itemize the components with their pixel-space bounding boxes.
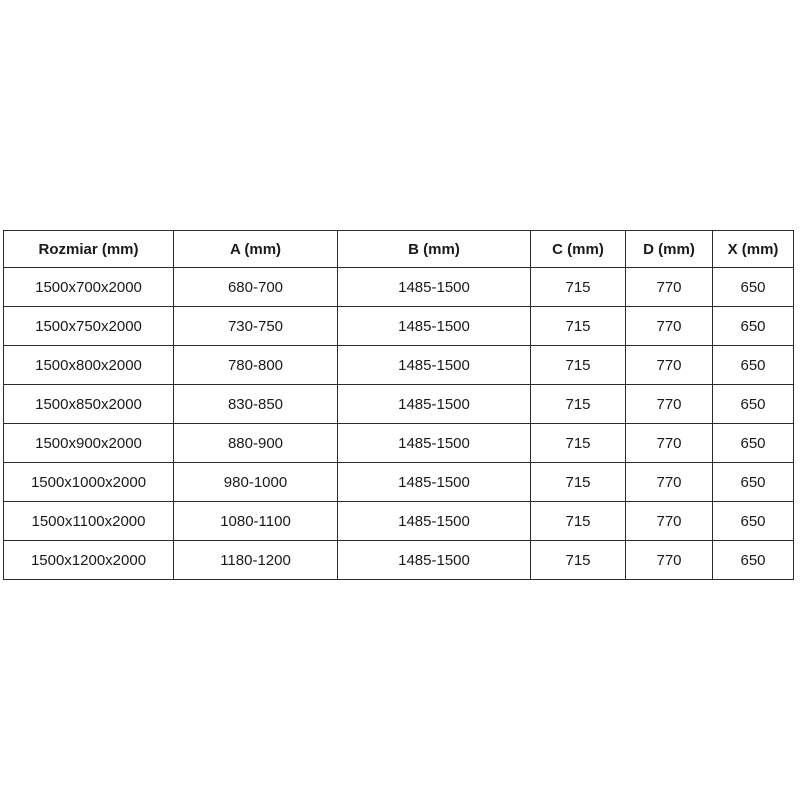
table-header: Rozmiar (mm) A (mm) B (mm) C (mm) D (mm) X (m… <box>3 230 794 268</box>
table-cell: 1500x700x2000 <box>3 267 174 307</box>
table-cell: 1500x850x2000 <box>3 384 174 424</box>
table-row: 1500x1100x2000 1080-1100 1485-1500 715 770 65… <box>3 501 794 541</box>
table-row: 1500x800x2000 780-800 1485-1500 715 770 650 <box>3 345 794 385</box>
table-cell: 715 <box>530 345 626 385</box>
table-cell: 1485-1500 <box>337 267 531 307</box>
table-cell: 1485-1500 <box>337 540 531 580</box>
table-cell: 715 <box>530 267 626 307</box>
column-header: D (mm) <box>625 230 713 268</box>
table-cell: 1180-1200 <box>173 540 338 580</box>
table-cell: 730-750 <box>173 306 338 346</box>
table-cell: 770 <box>625 423 713 463</box>
table-cell: 1500x1000x2000 <box>3 462 174 502</box>
table-cell: 780-800 <box>173 345 338 385</box>
table-cell: 650 <box>712 345 794 385</box>
table-cell: 1485-1500 <box>337 462 531 502</box>
table-row: 1500x1000x2000 980-1000 1485-1500 715 770 650 <box>3 462 794 502</box>
table-cell: 715 <box>530 540 626 580</box>
table-row: 1500x700x2000 680-700 1485-1500 715 770 650 <box>3 267 794 307</box>
table-cell: 1500x750x2000 <box>3 306 174 346</box>
table-cell: 770 <box>625 306 713 346</box>
table-cell: 715 <box>530 462 626 502</box>
table-cell: 650 <box>712 501 794 541</box>
column-header: A (mm) <box>173 230 338 268</box>
table-cell: 715 <box>530 423 626 463</box>
column-header: X (mm) <box>712 230 794 268</box>
table-cell: 1485-1500 <box>337 306 531 346</box>
table-cell: 1485-1500 <box>337 345 531 385</box>
table-cell: 1485-1500 <box>337 384 531 424</box>
header-row: Rozmiar (mm) A (mm) B (mm) C (mm) D (mm) X (m… <box>3 230 794 268</box>
table-cell: 1500x1100x2000 <box>3 501 174 541</box>
table-cell: 770 <box>625 384 713 424</box>
table-cell: 770 <box>625 501 713 541</box>
table-cell: 1500x800x2000 <box>3 345 174 385</box>
table-cell: 770 <box>625 540 713 580</box>
table-cell: 770 <box>625 462 713 502</box>
table-row: 1500x900x2000 880-900 1485-1500 715 770 650 <box>3 423 794 463</box>
table-cell: 650 <box>712 384 794 424</box>
table-cell: 1485-1500 <box>337 423 531 463</box>
table-body: 1500x700x2000 680-700 1485-1500 715 770 650 15… <box>3 267 794 580</box>
table-cell: 650 <box>712 540 794 580</box>
table-cell: 650 <box>712 462 794 502</box>
table-cell: 980-1000 <box>173 462 338 502</box>
column-header: B (mm) <box>337 230 531 268</box>
table-cell: 1500x900x2000 <box>3 423 174 463</box>
table-cell: 715 <box>530 501 626 541</box>
table-cell: 650 <box>712 267 794 307</box>
table-row: 1500x850x2000 830-850 1485-1500 715 770 650 <box>3 384 794 424</box>
table-cell: 1485-1500 <box>337 501 531 541</box>
column-header: C (mm) <box>530 230 626 268</box>
table-cell: 880-900 <box>173 423 338 463</box>
table-cell: 715 <box>530 384 626 424</box>
table-cell: 680-700 <box>173 267 338 307</box>
table-cell: 715 <box>530 306 626 346</box>
table-row: 1500x1200x2000 1180-1200 1485-1500 715 770 65… <box>3 540 794 580</box>
table-cell: 650 <box>712 306 794 346</box>
table-cell: 1080-1100 <box>173 501 338 541</box>
table-cell: 830-850 <box>173 384 338 424</box>
table-row: 1500x750x2000 730-750 1485-1500 715 770 650 <box>3 306 794 346</box>
column-header: Rozmiar (mm) <box>3 230 174 268</box>
table-cell: 770 <box>625 345 713 385</box>
dimensions-spec-table: Rozmiar (mm) A (mm) B (mm) C (mm) D (mm) X (m… <box>3 230 794 580</box>
table-cell: 1500x1200x2000 <box>3 540 174 580</box>
table-cell: 770 <box>625 267 713 307</box>
table-cell: 650 <box>712 423 794 463</box>
